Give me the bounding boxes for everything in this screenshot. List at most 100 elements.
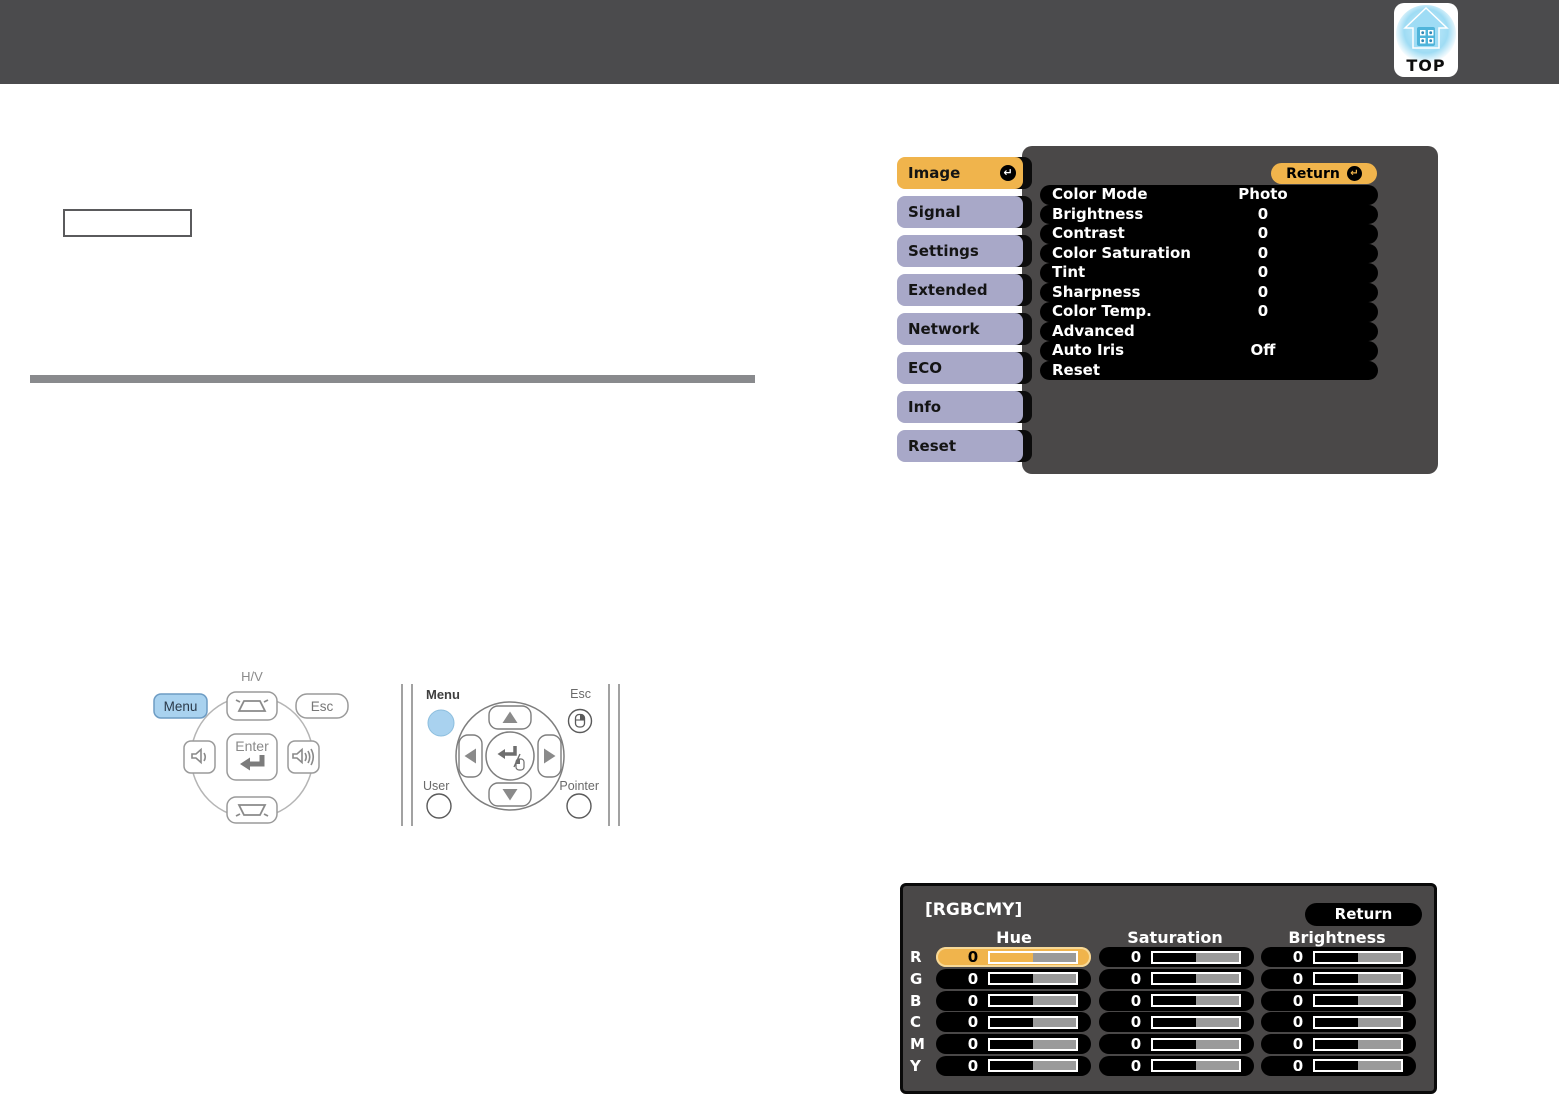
slider-bar xyxy=(1313,950,1403,964)
column-header-saturation: Saturation xyxy=(1127,928,1223,947)
svg-text:Menu: Menu xyxy=(164,699,198,714)
enter-arrow-icon xyxy=(240,755,265,771)
slider-bar xyxy=(988,994,1078,1008)
enter-arrow-icon xyxy=(497,746,517,759)
home-arrow-icon xyxy=(1403,6,1449,49)
column-header-brightness: Brightness xyxy=(1288,928,1386,947)
cell-c-hue[interactable]: 0 xyxy=(936,1012,1091,1033)
menu-item-color-mode[interactable]: Color Mode Photo xyxy=(1040,185,1378,205)
channel-label: M xyxy=(910,1035,925,1054)
enter-mouse-button[interactable] xyxy=(485,731,535,781)
cell-b-hue[interactable]: 0 xyxy=(936,990,1091,1011)
cell-b-brightness[interactable]: 0 xyxy=(1261,990,1416,1011)
rgbcmy-row-c: C 0 0 0 xyxy=(903,1012,1434,1033)
osd-tab-label: ECO xyxy=(908,359,943,377)
cell-m-hue[interactable]: 0 xyxy=(936,1034,1091,1055)
keystone-down-button[interactable] xyxy=(226,796,278,824)
cell-y-brightness[interactable]: 0 xyxy=(1261,1055,1416,1076)
osd-tab-label: Settings xyxy=(908,242,979,260)
cell-g-brightness[interactable]: 0 xyxy=(1261,968,1416,989)
rgbcmy-row-y: Y 0 0 0 xyxy=(903,1055,1434,1076)
menu-item-value: 0 xyxy=(1257,243,1269,262)
osd-tab-reset[interactable]: Reset xyxy=(897,430,1032,462)
cell-r-saturation[interactable]: 0 xyxy=(1099,947,1254,967)
arrow-up-button[interactable] xyxy=(488,705,532,730)
rgbcmy-row-b: B 0 0 0 xyxy=(903,990,1434,1011)
menu-item-sharpness[interactable]: Sharpness 0 xyxy=(1040,282,1378,302)
cell-c-brightness[interactable]: 0 xyxy=(1261,1012,1416,1033)
esc-button[interactable] xyxy=(567,708,593,734)
arrow-left-button[interactable] xyxy=(458,734,483,778)
osd-tab-image[interactable]: Image ↵ xyxy=(897,157,1032,189)
rgbcmy-title: [RGBCMY] xyxy=(925,900,1023,920)
osd-tab-info[interactable]: Info xyxy=(897,391,1032,423)
osd-tab-label: Reset xyxy=(908,437,956,455)
menu-item-color-saturation[interactable]: Color Saturation 0 xyxy=(1040,243,1378,263)
enter-button[interactable]: Enter xyxy=(226,733,278,781)
rgbcmy-rows: R 0 0 0 G 0 0 0 B 0 0 0 C 0 0 0 xyxy=(903,947,1434,1076)
menu-button[interactable]: Menu xyxy=(153,693,208,719)
rgbcmy-return-button[interactable]: Return xyxy=(1305,903,1422,926)
menu-item-brightness[interactable]: Brightness 0 xyxy=(1040,204,1378,224)
cell-c-saturation[interactable]: 0 xyxy=(1099,1012,1254,1033)
keystone-up-icon xyxy=(235,699,269,712)
osd-menu-items: Color Mode Photo Brightness 0 Contrast 0 Co… xyxy=(1040,185,1378,380)
channel-label: B xyxy=(910,991,922,1010)
cell-y-hue[interactable]: 0 xyxy=(936,1055,1091,1076)
osd-tab-extended[interactable]: Extended xyxy=(897,274,1032,306)
menu-item-reset[interactable]: Reset xyxy=(1040,360,1378,380)
osd-tab-signal[interactable]: Signal xyxy=(897,196,1032,228)
slider-bar xyxy=(988,950,1078,964)
cell-m-brightness[interactable]: 0 xyxy=(1261,1034,1416,1055)
top-link-button[interactable]: TOP xyxy=(1394,3,1458,77)
osd-tab-label: Signal xyxy=(908,203,961,221)
header-bar: TOP xyxy=(0,0,1559,84)
cell-y-saturation[interactable]: 0 xyxy=(1099,1055,1254,1076)
menu-item-contrast[interactable]: Contrast 0 xyxy=(1040,224,1378,244)
user-button[interactable] xyxy=(426,793,452,819)
osd-tab-label: Network xyxy=(908,320,980,338)
pointer-button[interactable] xyxy=(566,793,592,819)
cell-g-saturation[interactable]: 0 xyxy=(1099,968,1254,989)
slider-bar xyxy=(1313,1037,1403,1051)
keystone-up-button[interactable] xyxy=(226,691,278,721)
osd-tab-label: Extended xyxy=(908,281,988,299)
menu-item-value: 0 xyxy=(1257,263,1269,281)
slider-bar xyxy=(1151,950,1241,964)
cell-r-hue[interactable]: 0 xyxy=(936,947,1091,967)
osd-configuration-menu: Image ↵ Signal Settings Extended Network… xyxy=(897,146,1438,474)
menu-item-tint[interactable]: Tint 0 xyxy=(1040,263,1378,283)
arrow-right-button[interactable] xyxy=(537,734,562,778)
volume-down-button[interactable] xyxy=(183,740,216,774)
menu-label: Menu xyxy=(426,687,460,702)
channel-label: G xyxy=(910,969,923,988)
osd-return-button[interactable]: Return ↵ xyxy=(1271,163,1377,184)
menu-item-value: 0 xyxy=(1257,282,1269,301)
rgbcmy-row-m: M 0 0 0 xyxy=(903,1034,1434,1055)
menu-item-advanced[interactable]: Advanced xyxy=(1040,321,1378,341)
cell-r-brightness[interactable]: 0 xyxy=(1261,947,1416,967)
section-divider xyxy=(30,375,755,383)
slider-bar xyxy=(988,972,1078,986)
slider-bar xyxy=(1151,1059,1241,1073)
cell-g-hue[interactable]: 0 xyxy=(936,968,1091,989)
osd-tab-eco[interactable]: ECO xyxy=(897,352,1032,384)
osd-tab-settings[interactable]: Settings xyxy=(897,235,1032,267)
arrow-down-button[interactable] xyxy=(488,782,532,807)
esc-button[interactable]: Esc xyxy=(295,693,349,719)
volume-up-button[interactable] xyxy=(287,740,320,774)
remote-edge-lines xyxy=(401,684,620,826)
speaker-low-icon xyxy=(191,747,207,765)
slider-bar xyxy=(1151,1037,1241,1051)
cell-m-saturation[interactable]: 0 xyxy=(1099,1034,1254,1055)
slider-bar xyxy=(1151,972,1241,986)
osd-tab-label: Image xyxy=(908,164,961,182)
rgbcmy-row-g: G 0 0 0 xyxy=(903,968,1434,989)
menu-item-auto-iris[interactable]: Auto Iris Off xyxy=(1040,341,1378,361)
cell-b-saturation[interactable]: 0 xyxy=(1099,990,1254,1011)
menu-button[interactable] xyxy=(427,709,455,737)
menu-item-color-temp[interactable]: Color Temp. 0 xyxy=(1040,302,1378,322)
return-label: Return xyxy=(1286,165,1340,182)
slider-bar xyxy=(988,1059,1078,1073)
osd-tab-network[interactable]: Network xyxy=(897,313,1032,345)
